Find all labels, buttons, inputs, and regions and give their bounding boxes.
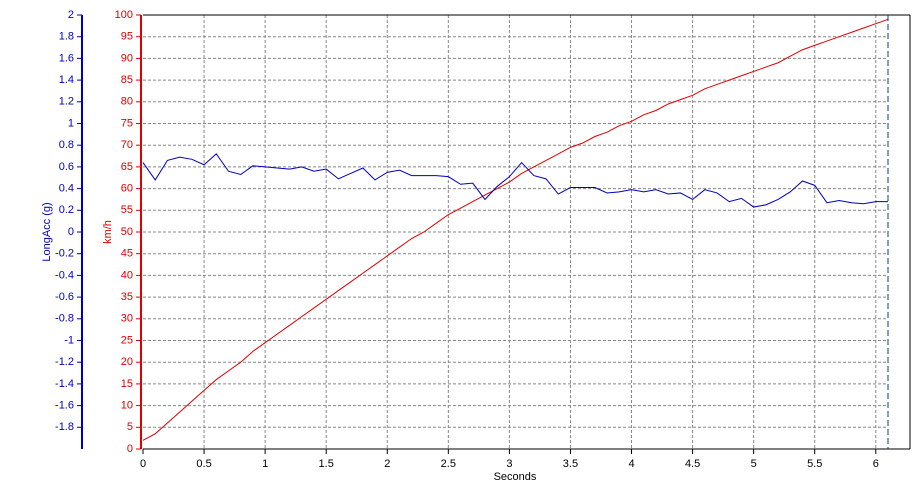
x-tick-label: 2.5	[441, 458, 456, 470]
y2-tick-label: -1.2	[55, 356, 74, 368]
x-tick-label: 1	[262, 458, 268, 470]
y-tick-label: 0	[127, 443, 133, 455]
x-tick-label: 4	[628, 458, 634, 470]
x-tick-label: 2	[384, 458, 390, 470]
y2-tick-label: -1.4	[55, 378, 74, 390]
y2-tick-label: -0.2	[55, 248, 74, 260]
y2-tick-label: 0.2	[59, 204, 74, 216]
series-line	[142, 153, 888, 208]
y2-tick-label: 2	[68, 9, 74, 21]
y2-tick-label: -1.8	[55, 421, 74, 433]
y-tick-label: 75	[121, 117, 133, 129]
y2-tick-label: -0.6	[55, 291, 74, 303]
x-tick-label: 6	[873, 458, 879, 470]
y2-tick-label: -1.6	[55, 400, 74, 412]
y-tick-label: 45	[121, 248, 133, 260]
y2-tick-label: 1	[68, 117, 74, 129]
y-tick-label: 30	[121, 313, 133, 325]
y2-tick-label: 0.8	[59, 139, 74, 151]
y-tick-label: 55	[121, 204, 133, 216]
y2-axis-label: LongAcc (g)	[41, 202, 53, 261]
x-tick-label: 0	[140, 458, 146, 470]
x-tick-label: 5.5	[807, 458, 822, 470]
y2-tick-label: 1.4	[59, 74, 74, 86]
y-tick-label: 50	[121, 226, 133, 238]
x-tick-label: 1.5	[319, 458, 334, 470]
y-tick-label: 5	[127, 421, 133, 433]
y2-tick-label: 1.8	[59, 31, 74, 43]
y2-tick-label: 0.6	[59, 161, 74, 173]
y-tick-label: 60	[121, 183, 133, 195]
y-tick-label: 10	[121, 400, 133, 412]
x-axis-label: Seconds	[494, 471, 537, 483]
y-tick-label: 70	[121, 139, 133, 151]
y-tick-label: 80	[121, 96, 133, 108]
y2-tick-label: -0.8	[55, 313, 74, 325]
x-tick-label: 0.5	[196, 458, 211, 470]
y-tick-label: 95	[121, 31, 133, 43]
y-axis-label: km/h	[102, 220, 114, 244]
x-tick-label: 4.5	[685, 458, 700, 470]
y-tick-label: 25	[121, 334, 133, 346]
y2-tick-label: 1.2	[59, 96, 74, 108]
y-tick-label: 100	[115, 9, 133, 21]
y2-tick-label: -0.4	[55, 269, 74, 281]
y2-tick-label: 0.4	[59, 183, 74, 195]
y-tick-label: 20	[121, 356, 133, 368]
y2-tick-label: 1.6	[59, 52, 74, 64]
y-tick-label: 40	[121, 269, 133, 281]
series-line	[142, 18, 889, 441]
y2-tick-label: 0	[68, 226, 74, 238]
x-tick-label: 3.5	[563, 458, 578, 470]
y-tick-label: 35	[121, 291, 133, 303]
y2-tick-label: -1	[64, 334, 74, 346]
y-tick-label: 15	[121, 378, 133, 390]
x-tick-label: 5	[751, 458, 757, 470]
x-tick-label: 3	[506, 458, 512, 470]
y-tick-label: 85	[121, 74, 133, 86]
y-tick-label: 90	[121, 52, 133, 64]
y-tick-label: 65	[121, 161, 133, 173]
